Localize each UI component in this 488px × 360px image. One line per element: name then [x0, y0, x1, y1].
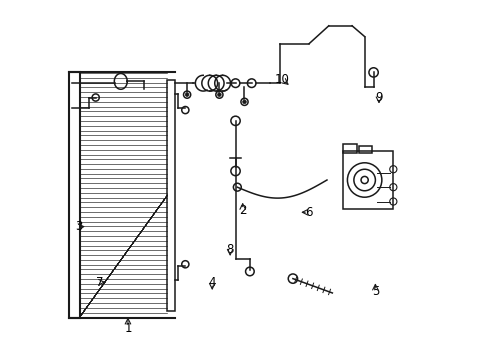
Text: 5: 5 — [371, 285, 378, 298]
Bar — [343, 151, 392, 209]
Text: 4: 4 — [208, 276, 216, 289]
Bar — [359, 146, 371, 153]
Text: 10: 10 — [274, 73, 289, 86]
Text: 3: 3 — [75, 220, 82, 233]
Circle shape — [242, 100, 246, 104]
Circle shape — [217, 93, 221, 96]
Text: 6: 6 — [305, 206, 312, 219]
Bar — [167, 80, 175, 311]
Bar — [343, 144, 357, 153]
Text: 8: 8 — [226, 243, 233, 256]
Bar — [69, 72, 80, 318]
Text: 2: 2 — [239, 204, 246, 217]
Text: 1: 1 — [124, 322, 131, 335]
Text: 7: 7 — [95, 276, 103, 289]
Text: 9: 9 — [374, 91, 382, 104]
Circle shape — [185, 93, 188, 96]
